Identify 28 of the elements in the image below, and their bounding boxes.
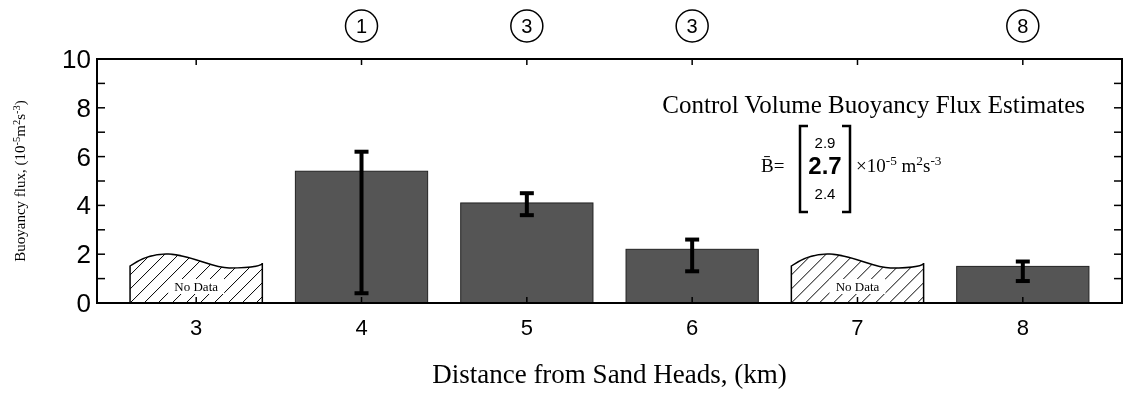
y-tick-label: 4	[76, 190, 91, 221]
x-axis-title: Distance from Sand Heads, (km)	[432, 359, 787, 389]
x-tick-label: 3	[190, 315, 203, 340]
y-tick-label: 10	[62, 44, 91, 74]
annotation: 3	[686, 15, 698, 37]
y-tick-label: 0	[76, 288, 91, 318]
annotation: 1	[355, 15, 368, 37]
annotation: 8	[1017, 15, 1029, 37]
bar	[460, 202, 594, 304]
annotation: 3	[521, 15, 533, 37]
y-tick-label: 6	[76, 141, 91, 172]
x-tick-label: 6	[686, 315, 699, 340]
y-tick-label: 8	[76, 92, 91, 123]
annotation: No Data	[174, 279, 219, 294]
annotation: 2.4	[814, 185, 836, 202]
annotation: 2.9	[814, 134, 836, 151]
bar	[625, 248, 759, 304]
x-tick-label: 7	[851, 315, 864, 340]
annotation: B̄=	[761, 155, 785, 176]
text: Control Volume Buoyancy Flux Estimates	[662, 91, 1085, 118]
bar	[956, 265, 1090, 304]
x-tick-label: 5	[520, 315, 533, 340]
annotation: No Data	[835, 279, 880, 294]
x-tick-label: 4	[355, 315, 368, 340]
annotation: 2.7	[808, 152, 842, 179]
y-tick-label: 2	[76, 239, 91, 270]
annotation: ×10$^{-5}$ m$^{2}$s$^{-3}$	[856, 152, 942, 176]
x-tick-label: 8	[1016, 315, 1029, 340]
